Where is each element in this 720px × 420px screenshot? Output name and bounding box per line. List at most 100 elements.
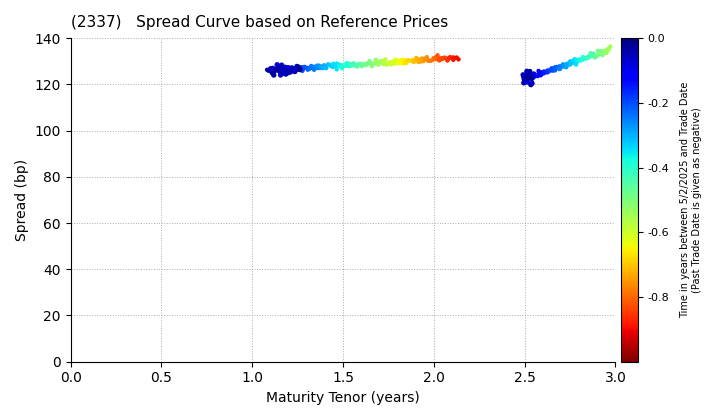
Point [333, 61, 345, 68]
Point [264, 66, 276, 73]
Point [284, 66, 295, 73]
Point [436, 55, 447, 61]
Point [400, 60, 412, 66]
Point [395, 58, 406, 65]
Point [294, 66, 306, 73]
Point [595, 50, 607, 56]
Point [292, 63, 303, 70]
Point [277, 69, 289, 76]
Point [602, 47, 613, 53]
Point [448, 55, 459, 61]
Point [413, 59, 424, 66]
Point [564, 61, 576, 68]
Point [282, 64, 294, 71]
Point [419, 56, 431, 63]
Point [598, 48, 609, 55]
Point [302, 65, 313, 71]
Point [527, 74, 539, 81]
Point [560, 61, 572, 68]
Point [527, 74, 539, 81]
Point [274, 66, 285, 73]
Point [271, 66, 282, 73]
Point [520, 79, 531, 85]
Point [448, 57, 459, 63]
Point [417, 56, 428, 63]
Point [526, 75, 537, 82]
Point [577, 55, 589, 61]
Point [289, 68, 301, 75]
Point [595, 48, 607, 55]
Point [295, 64, 307, 71]
Point [533, 68, 544, 74]
Point [559, 63, 570, 70]
Point [357, 61, 369, 68]
Point [582, 53, 594, 60]
Point [288, 67, 300, 74]
Point [294, 65, 305, 71]
Point [279, 69, 291, 76]
Point [339, 61, 351, 68]
Point [289, 66, 301, 73]
Point [564, 60, 576, 67]
Point [320, 65, 332, 71]
Point [269, 67, 281, 74]
Point [379, 56, 391, 63]
Point [577, 56, 589, 63]
Point [428, 55, 439, 61]
Point [539, 70, 550, 76]
Point [521, 73, 532, 80]
Point [284, 68, 295, 74]
Point [569, 56, 580, 63]
Point [582, 55, 593, 61]
Point [356, 61, 368, 68]
Point [287, 68, 298, 74]
Point [354, 60, 366, 67]
Point [521, 70, 533, 77]
Point [280, 71, 292, 77]
Point [554, 66, 565, 73]
Point [557, 61, 569, 68]
Point [451, 54, 462, 61]
Point [268, 72, 279, 79]
Point [303, 65, 315, 71]
Point [535, 72, 546, 79]
Point [546, 65, 558, 72]
Point [280, 68, 292, 75]
Point [431, 56, 442, 63]
Point [574, 56, 585, 63]
Point [526, 73, 538, 79]
Point [409, 58, 420, 65]
Point [346, 62, 357, 69]
Point [523, 74, 535, 80]
Point [536, 70, 548, 77]
Point [329, 62, 341, 69]
Point [522, 74, 534, 81]
Point [436, 56, 448, 63]
Point [282, 70, 293, 76]
Point [570, 60, 581, 67]
Point [573, 57, 585, 64]
Point [600, 50, 612, 57]
Point [275, 72, 287, 79]
Point [590, 53, 601, 60]
Point [422, 57, 433, 63]
Point [556, 63, 567, 69]
Point [523, 73, 534, 79]
Point [385, 61, 397, 68]
Point [580, 55, 592, 62]
Point [279, 64, 291, 71]
Point [305, 65, 316, 71]
Point [408, 58, 419, 65]
Point [404, 57, 415, 64]
Point [397, 58, 409, 64]
Point [570, 61, 582, 68]
Point [325, 62, 337, 69]
Point [592, 52, 603, 59]
Point [542, 67, 554, 74]
Point [575, 57, 587, 64]
Point [543, 67, 554, 74]
Point [297, 66, 308, 73]
Point [543, 68, 554, 75]
Point [291, 63, 302, 69]
Point [390, 60, 402, 66]
